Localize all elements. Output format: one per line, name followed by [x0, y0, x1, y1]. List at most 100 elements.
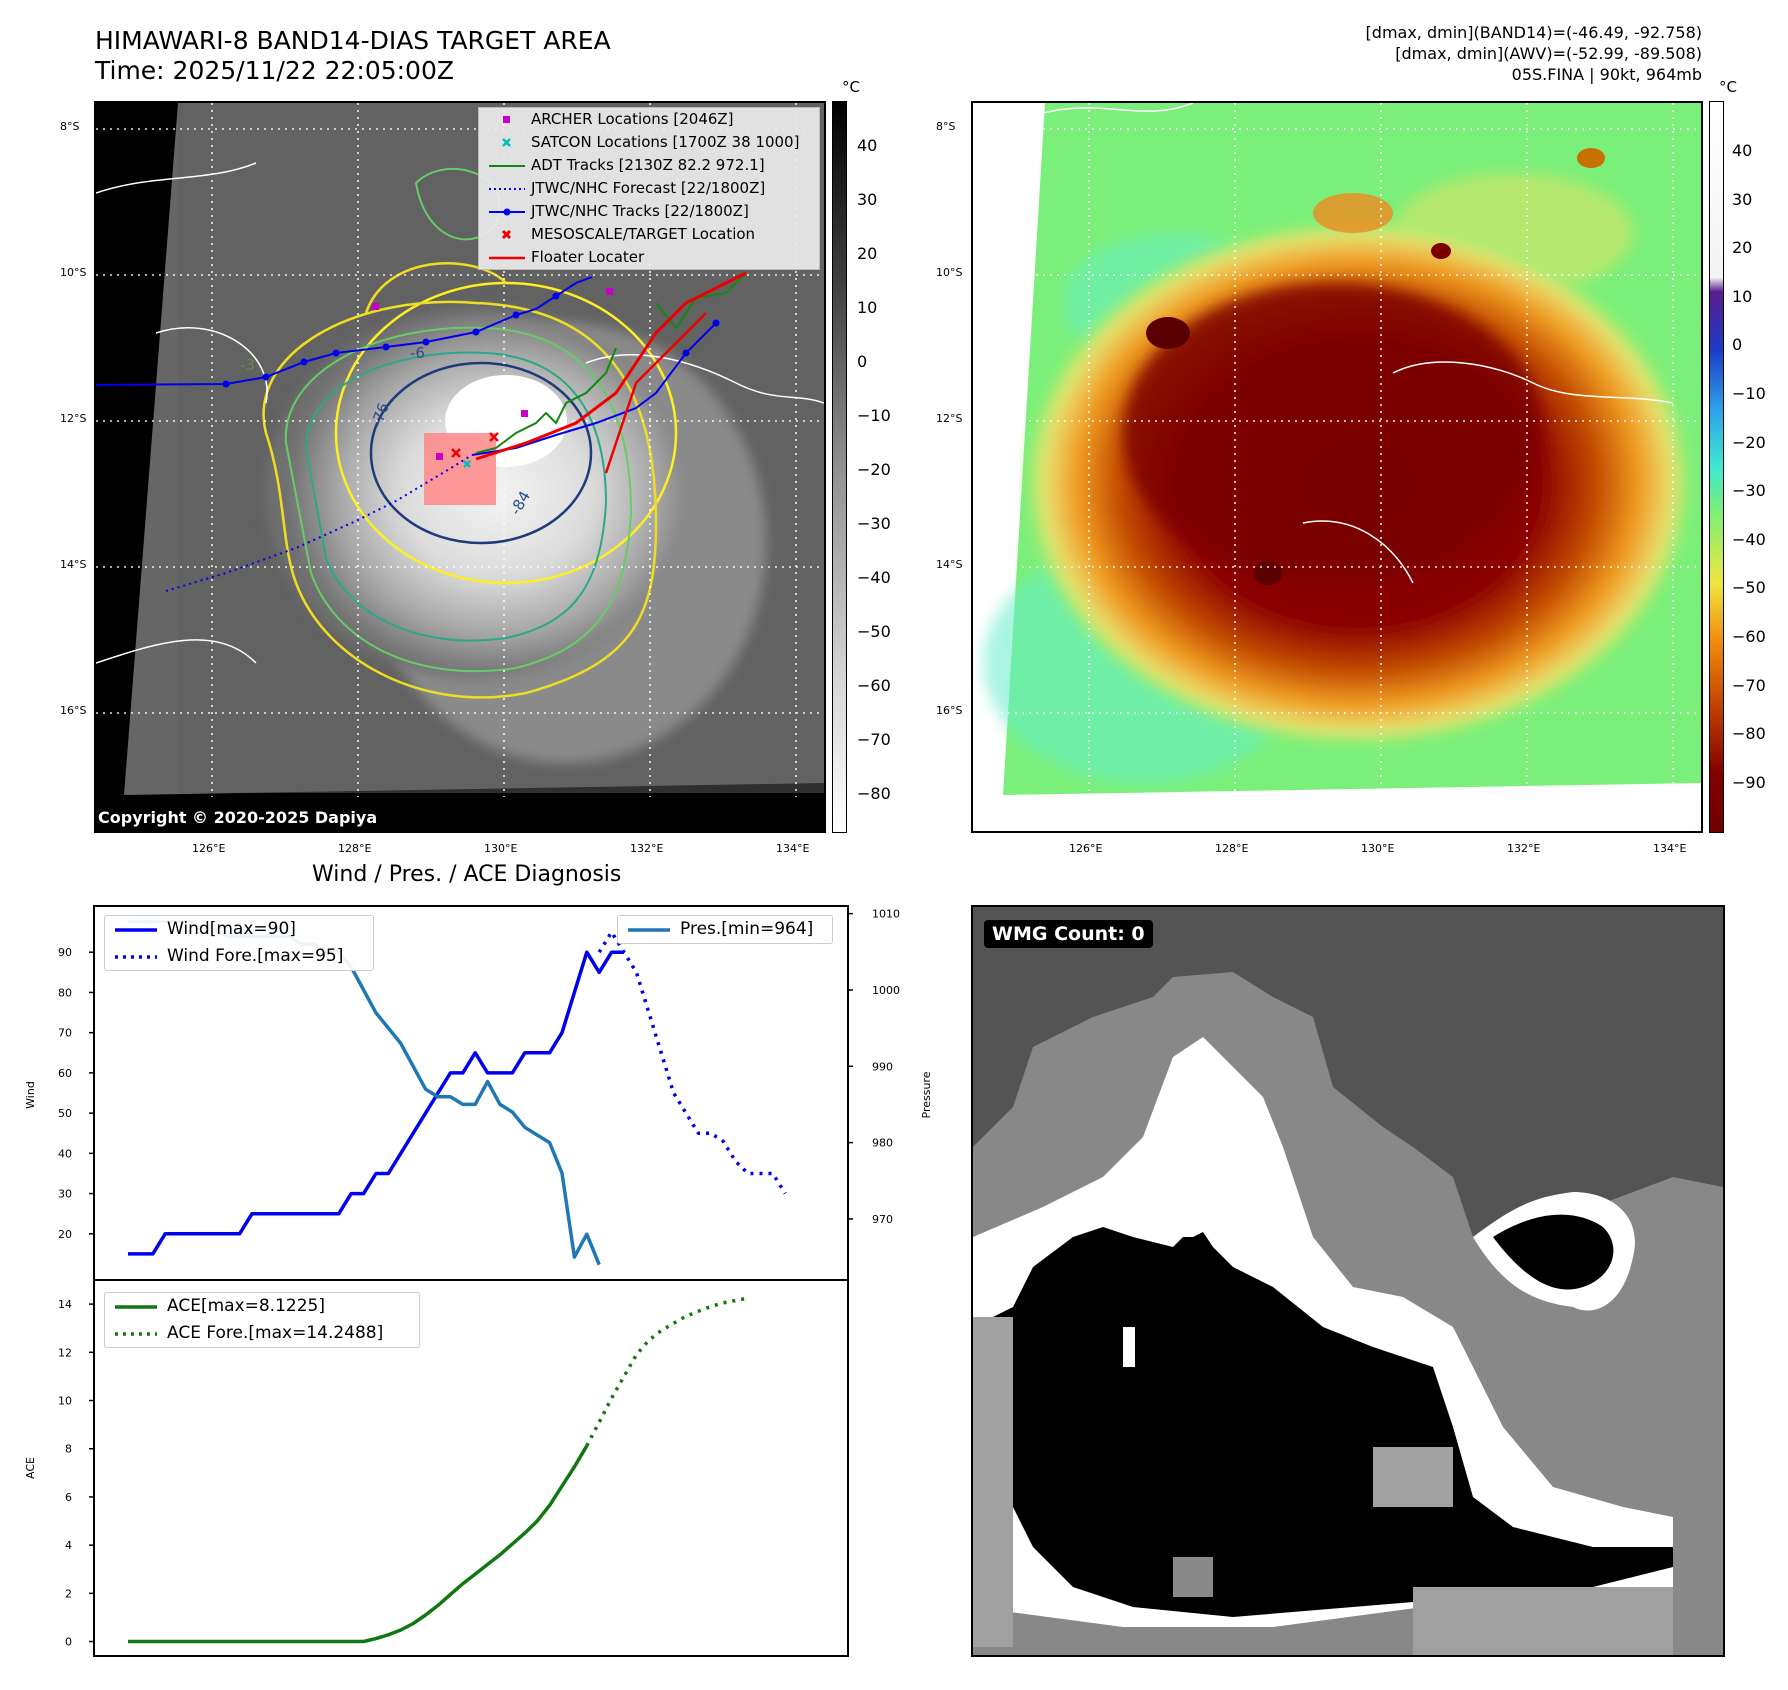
colorbar-tick-label: 10 — [1732, 286, 1753, 306]
ace-forecast-line — [585, 1296, 749, 1447]
ace-legend: ACE[max=8.1225] ACE Fore.[max=14.2488] — [104, 1292, 420, 1348]
wmg-panel — [971, 905, 1725, 1657]
ace-series-line — [128, 1444, 589, 1644]
lat-tick-label: 10°S — [60, 266, 87, 279]
colorbar-tick-label: −50 — [1732, 578, 1766, 598]
ace-ytick-label: 4 — [65, 1539, 72, 1552]
lat-tick-label: 8°S — [936, 120, 956, 133]
ace-forecast-dotted-icon — [115, 1332, 157, 1336]
ace-chart: 0 2 4 6 8 10 12 14 ACE — [24, 1279, 849, 1657]
wind-forecast-line — [597, 930, 787, 1195]
wmg-image — [973, 972, 1723, 1655]
ace-plot-frame — [93, 1279, 849, 1657]
contour-label-6: -6 — [410, 344, 425, 362]
colorbar-tick-label: −90 — [1732, 772, 1766, 792]
lon-tick-label: 126°E — [192, 842, 226, 855]
legend-adt: ADT Tracks [2130Z 82.2 972.1] — [479, 154, 819, 177]
colorbar-tick-label: −70 — [1732, 675, 1766, 695]
wmg-count-badge: WMG Count: 0 — [984, 920, 1153, 948]
ace-ytick-label: 2 — [65, 1587, 72, 1600]
stats-band14: [dmax, dmin](BAND14)=(-46.49, -92.758) — [1365, 23, 1702, 42]
colorbar-tick-label: −80 — [1732, 724, 1766, 744]
ir-map-image — [96, 103, 824, 831]
ace-ytick-label: 12 — [58, 1346, 72, 1359]
colorbar-tick-label: −30 — [857, 514, 891, 533]
copyright-text: Copyright © 2020-2025 Dapiya — [98, 808, 378, 827]
colorbar-tick-label: 30 — [857, 190, 878, 209]
target-x-icon — [501, 229, 512, 240]
legend-wind-forecast: Wind Fore.[max=95] — [105, 943, 373, 970]
pressure-line-icon — [628, 928, 670, 932]
colorbar-tick-label: −10 — [857, 406, 891, 425]
lon-tick-label: 134°E — [776, 842, 810, 855]
lat-tick-label: 10°S — [936, 266, 963, 279]
satcon-marker-icon — [502, 138, 511, 147]
contour-label-3: -3 — [240, 356, 255, 374]
colorbar-tick-label: 20 — [857, 244, 878, 263]
pressure-ytick-label: 1000 — [872, 984, 900, 997]
legend-mesoscale: MESOSCALE/TARGET Location — [479, 223, 819, 246]
colorbar-tick-label: 20 — [1732, 238, 1753, 258]
ace-ytick-label: 0 — [65, 1636, 72, 1649]
wind-series-line — [128, 950, 624, 1256]
ace-ytick-label: 14 — [58, 1298, 72, 1311]
wind-ytick-label: 40 — [58, 1147, 72, 1160]
legend-jtwc-tracks: JTWC/NHC Tracks [22/1800Z] — [479, 200, 819, 223]
wind-ytick-label: 70 — [58, 1027, 72, 1040]
ace-ytick-label: 6 — [65, 1491, 72, 1504]
colorbar-tick-label: −30 — [1732, 481, 1766, 501]
colorbar-tick-label: −60 — [857, 676, 891, 695]
awv-map-panel — [971, 101, 1703, 833]
stats-storm: 05S.FINA | 90kt, 964mb — [1511, 65, 1702, 84]
pressure-ytick-label: 970 — [872, 1213, 893, 1226]
lon-tick-label: 132°E — [1507, 842, 1541, 855]
legend-jtwc-forecast: JTWC/NHC Forecast [22/1800Z] — [479, 177, 819, 200]
wind-axis-label: Wind — [24, 1081, 37, 1109]
ir-colorbar — [832, 101, 847, 833]
lat-tick-label: 8°S — [60, 120, 80, 133]
pressure-series-line — [128, 919, 601, 1266]
lat-tick-label: 12°S — [936, 412, 963, 425]
floater-line-icon — [489, 256, 525, 260]
wind-line-icon — [115, 928, 157, 932]
awv-colorbar — [1709, 101, 1724, 833]
ace-ytick-label: 8 — [65, 1443, 72, 1456]
colorbar-tick-label: 0 — [1732, 335, 1743, 355]
wind-forecast-dotted-icon — [115, 955, 157, 959]
pressure-ytick-label: 980 — [872, 1137, 893, 1150]
ir-colorbar-unit: °C — [842, 78, 860, 96]
ace-line-icon — [115, 1305, 157, 1309]
colorbar-tick-label: −20 — [857, 460, 891, 479]
wind-ytick-label: 90 — [58, 946, 72, 959]
colorbar-tick-label: 10 — [857, 298, 878, 317]
colorbar-tick-label: −10 — [1732, 384, 1766, 403]
lon-tick-label: 130°E — [1361, 842, 1395, 855]
colorbar-tick-label: 30 — [1732, 189, 1753, 209]
wind-legend: Wind[max=90] Wind Fore.[max=95] — [104, 915, 374, 971]
colorbar-tick-label: 40 — [857, 136, 878, 155]
colorbar-tick-label: 40 — [1732, 141, 1753, 160]
colorbar-tick-label: −70 — [857, 730, 891, 749]
pressure-axis-label: Pressure — [920, 1071, 933, 1118]
wind-ytick-label: 50 — [58, 1107, 72, 1120]
ace-ytick-label: 10 — [58, 1395, 72, 1408]
figure-title: HIMAWARI-8 BAND14-DIAS TARGET AREA Time: … — [95, 26, 611, 85]
pressure-ytick-label: 1010 — [872, 908, 900, 921]
map-legend: ARCHER Locations [2046Z] SATCON Location… — [478, 107, 820, 270]
legend-floater: Floater Locater — [479, 246, 819, 269]
colorbar-tick-label: −40 — [1732, 529, 1766, 549]
forecast-dotted-icon — [489, 188, 525, 190]
pressure-ytick-label: 990 — [872, 1060, 893, 1073]
lon-tick-label: 132°E — [630, 842, 664, 855]
track-line-dot-icon — [489, 208, 525, 216]
colorbar-tick-label: −50 — [857, 622, 891, 641]
diagnosis-title: Wind / Pres. / ACE Diagnosis — [312, 862, 622, 887]
lon-tick-label: 128°E — [1215, 842, 1249, 855]
wind-ytick-label: 30 — [58, 1188, 72, 1201]
colorbar-tick-label: 0 — [857, 352, 868, 371]
ace-axis-label: ACE — [24, 1457, 37, 1479]
colorbar-tick-label: −20 — [1732, 432, 1766, 452]
lon-tick-label: 130°E — [484, 842, 518, 855]
wind-ytick-label: 20 — [58, 1228, 72, 1241]
stats-awv: [dmax, dmin](AWV)=(-52.99, -89.508) — [1395, 44, 1702, 63]
